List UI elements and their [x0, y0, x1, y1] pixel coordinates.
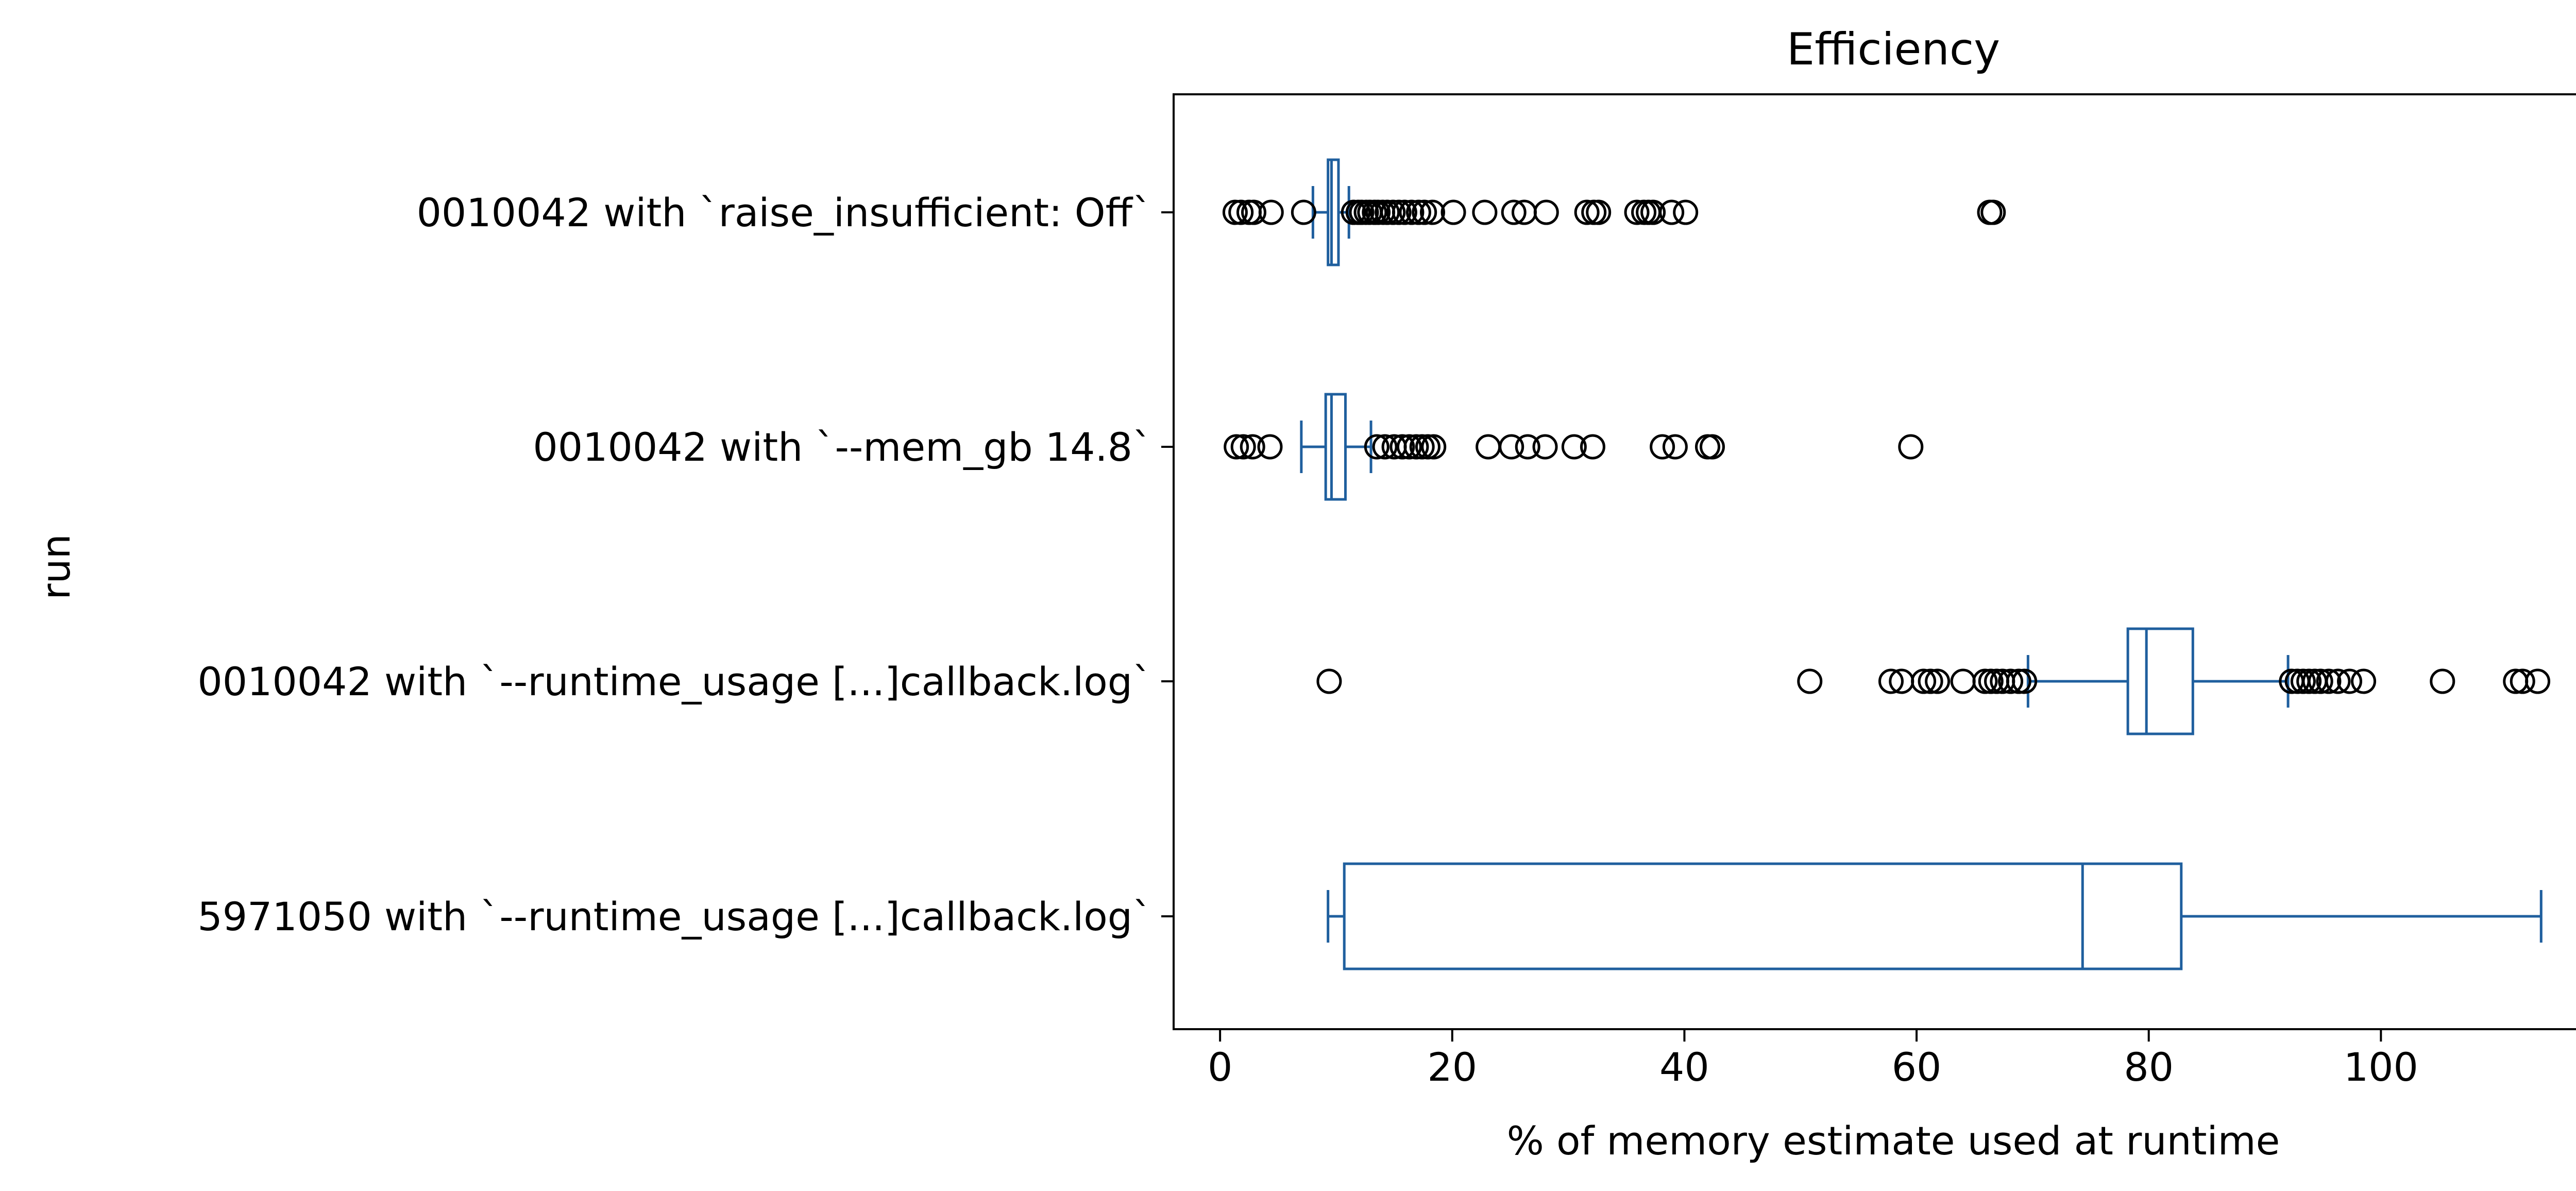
outlier-point: [1797, 668, 1823, 694]
outlier-point: [1972, 668, 1998, 694]
outlier-point: [1911, 668, 1937, 694]
chart-marks: [1222, 158, 2551, 970]
outlier-point: [1980, 199, 2006, 225]
outlier-point: [2430, 668, 2455, 694]
y-tick-label: 5971050 with `--runtime_usage [...]callb…: [197, 894, 1152, 940]
outlier-point: [1240, 434, 1265, 460]
outlier-point: [1405, 199, 1431, 225]
box-series-3: [1316, 627, 2551, 735]
plot-frame: [1173, 93, 2576, 1030]
outlier-point: [1533, 199, 1559, 225]
x-tick-label: 20: [1427, 1044, 1477, 1090]
outlier-point: [2351, 668, 2377, 694]
box-series-4: [1327, 862, 2543, 970]
outlier-point: [1392, 199, 1417, 225]
y-tick-label: 0010042 with `raise_insufficient: Off`: [417, 190, 1152, 236]
outlier-point: [1403, 434, 1429, 460]
outlier-point: [1515, 434, 1540, 460]
outlier-point: [1673, 199, 1699, 225]
outlier-point: [1316, 668, 1342, 694]
outlier-point: [1499, 434, 1524, 460]
outlier-point: [1624, 199, 1650, 225]
outlier-point: [1532, 434, 1558, 460]
x-tick-label: 80: [2124, 1044, 2174, 1090]
outlier-point: [1241, 199, 1266, 225]
outlier-point: [1380, 199, 1406, 225]
outlier-point: [1472, 199, 1498, 225]
y-tick-label: 0010042 with `--mem_gb 14.8`: [533, 424, 1152, 470]
outlier-point: [1925, 668, 1951, 694]
outlier-point: [2337, 668, 2363, 694]
outlier-point: [1878, 668, 1904, 694]
outlier-point: [1222, 199, 1248, 225]
outlier-point: [2325, 668, 2351, 694]
box-iqr: [1327, 158, 1340, 266]
outlier-point: [1659, 199, 1685, 225]
outlier-point: [1580, 434, 1605, 460]
y-axis: 0010042 with `raise_insufficient: Off` 00…: [197, 190, 1174, 940]
outlier-point: [1501, 199, 1527, 225]
outlier-point: [1224, 434, 1249, 460]
outlier-point: [2525, 668, 2551, 694]
x-tick-label: 40: [1659, 1044, 1709, 1090]
outlier-point: [1372, 434, 1398, 460]
outlier-point: [2290, 668, 2316, 694]
outlier-point: [1228, 199, 1254, 225]
outlier-point: [1257, 434, 1283, 460]
outlier-point: [1586, 199, 1612, 225]
outlier-point: [1412, 199, 1437, 225]
outlier-point: [1386, 199, 1412, 225]
outlier-point: [1650, 434, 1675, 460]
outlier-point: [1415, 434, 1440, 460]
outlier-point: [1396, 434, 1422, 460]
outlier-point: [1409, 434, 1435, 460]
x-tick-label: 100: [2344, 1044, 2418, 1090]
y-axis-label: run: [33, 534, 79, 600]
outlier-point: [1375, 199, 1400, 225]
outlier-point: [1389, 434, 1415, 460]
outlier-point: [1918, 668, 1943, 694]
outlier-point: [1978, 668, 2004, 694]
outlier-point: [1291, 199, 1316, 225]
outlier-point: [1662, 434, 1688, 460]
outlier-point: [2006, 668, 2031, 694]
box-iqr: [2126, 627, 2194, 735]
outlier-point: [2296, 668, 2322, 694]
outlier-point: [1230, 434, 1256, 460]
outlier-point: [1258, 199, 1284, 225]
outlier-point: [1574, 199, 1600, 225]
box-iqr: [1343, 862, 2183, 970]
chart-title: Efficiency: [1787, 24, 2000, 75]
x-axis: 0 20 40 60 80 100: [1208, 1029, 2418, 1090]
outlier-point: [1419, 199, 1445, 225]
y-tick-label: 0010042 with `--runtime_usage [...]callb…: [197, 659, 1152, 704]
outlier-point: [1364, 434, 1389, 460]
outlier-point: [1421, 434, 1447, 460]
x-tick-label: 0: [1208, 1044, 1232, 1090]
outlier-point: [1898, 434, 1924, 460]
outlier-point: [2316, 668, 2342, 694]
outlier-point: [1399, 199, 1425, 225]
outlier-point: [1699, 434, 1725, 460]
outlier-point: [1440, 199, 1466, 225]
outlier-point: [1998, 668, 2024, 694]
x-tick-label: 60: [1892, 1044, 1942, 1090]
box-series-2: [1224, 393, 1924, 501]
outlier-point: [2012, 668, 2038, 694]
x-axis-label: % of memory estimate used at runtime: [1507, 1118, 2280, 1164]
box-iqr: [1324, 393, 1347, 501]
outlier-point: [1640, 199, 1666, 225]
outlier-point: [1561, 434, 1587, 460]
outlier-point: [2308, 668, 2333, 694]
box-series-1: [1222, 158, 2006, 266]
outlier-point: [2510, 668, 2535, 694]
